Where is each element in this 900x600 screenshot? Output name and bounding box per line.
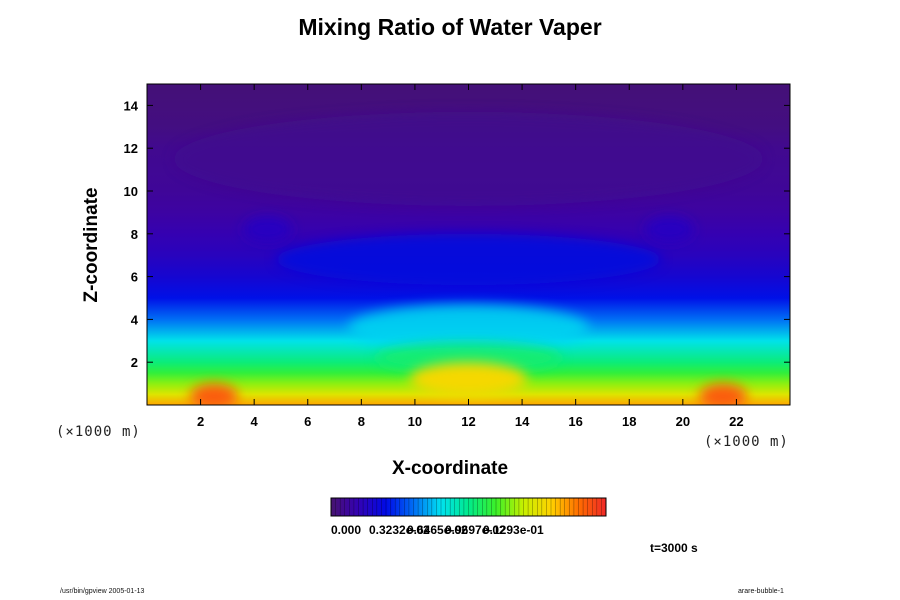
y-axis-label: Z-coordinate [81,187,102,303]
x-tick-label: 14 [515,414,530,429]
colorbar-label: 0.3232e-02 [369,523,430,537]
x-tick-label: 2 [197,414,204,429]
colorbar-label: 0.1293e-01 [483,523,544,537]
x-tick-label: 16 [568,414,582,429]
x-tick-label: 18 [622,414,636,429]
surface-maximum [189,383,239,405]
y-tick-label: 14 [124,98,139,113]
colorbar-label: 0.9697e-02 [445,523,506,537]
time-label: t=3000 s [650,541,698,555]
dome-feature [275,233,662,286]
x-tick-label: 6 [304,414,311,429]
x-tick-label: 12 [461,414,475,429]
colorbar-label: 0.000 [331,523,361,537]
z-unit-label: (×1000 m) [56,424,141,440]
colorbar: 0.000 0.3232e-020.6465e-020.9697e-020.129… [330,497,607,537]
y-tick-label: 2 [131,355,138,370]
footer-right: arare-bubble-1 [738,588,784,595]
footer-left: /usr/bin/gpview 2005-01-13 [60,588,145,595]
x-tick-label: 8 [358,414,365,429]
x-tick-label: 4 [251,414,259,429]
low-feature [374,342,563,373]
y-tick-label: 4 [131,312,139,327]
x-unit-label: (×1000 m) [704,434,789,450]
upper-cell [645,216,694,243]
y-tick-label: 6 [131,270,138,285]
x-tick-label: 10 [408,414,422,429]
plot-area [147,84,790,405]
y-tick-label: 10 [124,184,138,199]
x-axis-label: X-coordinate [391,458,509,479]
upper-layer-feature [173,111,764,206]
x-tick-label: 20 [676,414,690,429]
mid-feature [347,304,590,352]
surface-maximum [698,383,748,405]
upper-cell [243,216,292,243]
colorbar-label: 0.6465e-02 [407,523,468,537]
y-tick-label: 12 [124,141,138,156]
x-tick-label: 22 [729,414,743,429]
central-maximum [409,362,528,397]
y-tick-label: 8 [131,227,138,242]
chart-title: Mixing Ratio of Water Vaper [298,14,602,40]
